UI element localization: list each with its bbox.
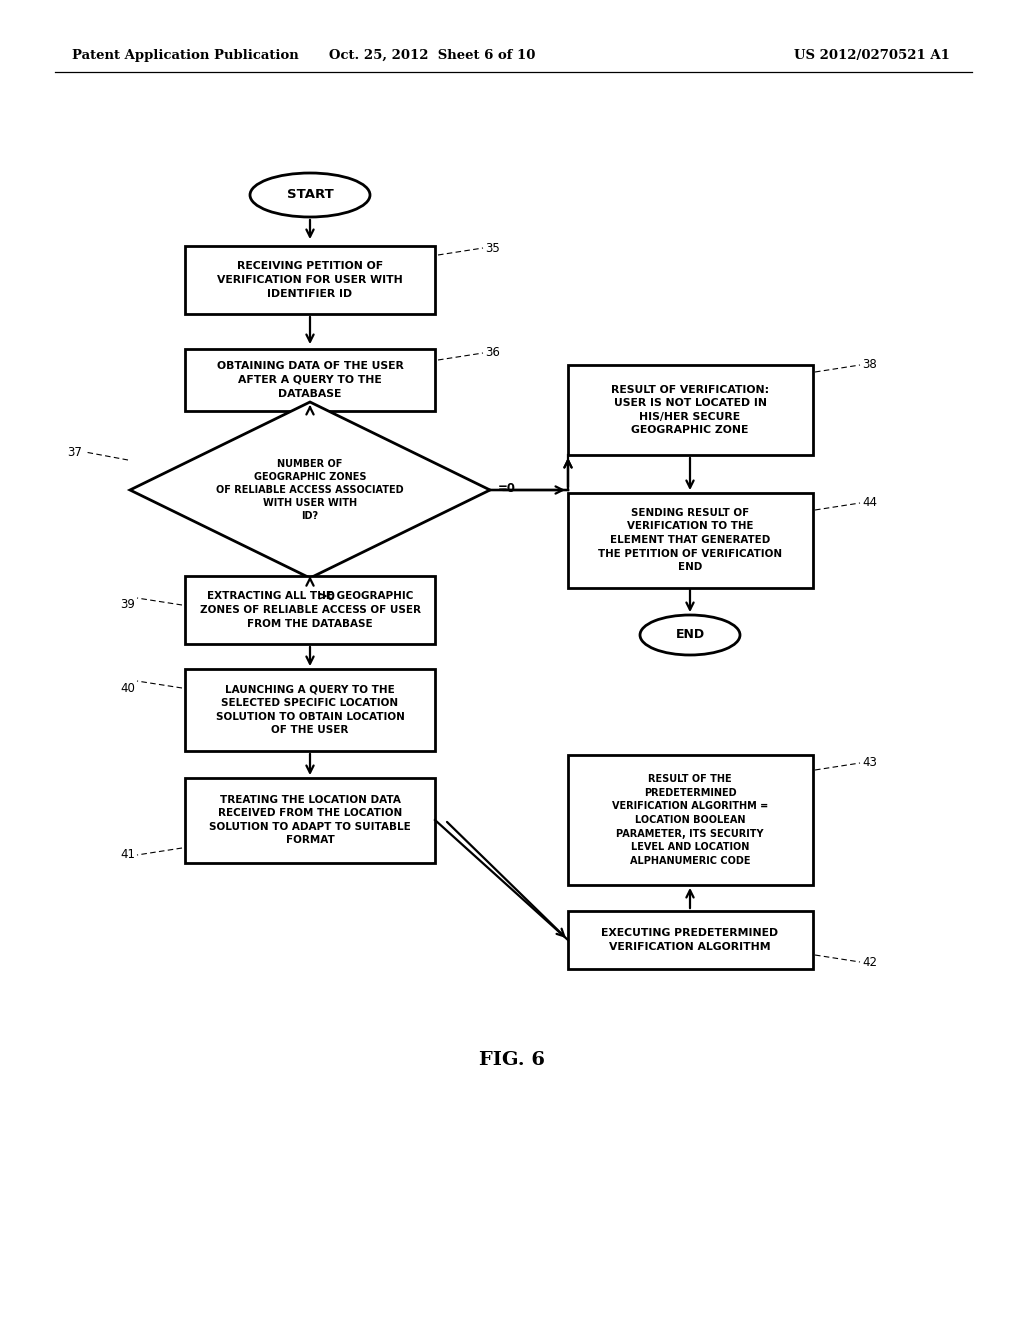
Text: 39: 39 <box>120 598 135 611</box>
Text: 37: 37 <box>68 446 82 458</box>
Text: START: START <box>287 189 334 202</box>
Text: RESULT OF THE
PREDETERMINED
VERIFICATION ALGORITHM =
LOCATION BOOLEAN
PARAMETER,: RESULT OF THE PREDETERMINED VERIFICATION… <box>612 775 768 866</box>
Text: 35: 35 <box>485 242 500 255</box>
Text: NUMBER OF
GEOGRAPHIC ZONES
OF RELIABLE ACCESS ASSOCIATED
WITH USER WITH
ID?: NUMBER OF GEOGRAPHIC ZONES OF RELIABLE A… <box>216 458 403 521</box>
Text: OBTAINING DATA OF THE USER
AFTER A QUERY TO THE
DATABASE: OBTAINING DATA OF THE USER AFTER A QUERY… <box>216 362 403 399</box>
Text: 36: 36 <box>485 346 500 359</box>
Ellipse shape <box>250 173 370 216</box>
FancyBboxPatch shape <box>185 576 435 644</box>
Text: Patent Application Publication: Patent Application Publication <box>72 49 299 62</box>
Text: TREATING THE LOCATION DATA
RECEIVED FROM THE LOCATION
SOLUTION TO ADAPT TO SUITA: TREATING THE LOCATION DATA RECEIVED FROM… <box>209 795 411 845</box>
Text: END: END <box>676 628 705 642</box>
Text: Oct. 25, 2012  Sheet 6 of 10: Oct. 25, 2012 Sheet 6 of 10 <box>329 49 536 62</box>
FancyBboxPatch shape <box>567 366 812 455</box>
Text: 41: 41 <box>120 849 135 862</box>
FancyBboxPatch shape <box>185 246 435 314</box>
Text: 42: 42 <box>862 956 877 969</box>
FancyBboxPatch shape <box>567 911 812 969</box>
FancyBboxPatch shape <box>185 348 435 411</box>
Text: 43: 43 <box>862 756 877 770</box>
Text: 38: 38 <box>862 359 877 371</box>
Text: EXECUTING PREDETERMINED
VERIFICATION ALGORITHM: EXECUTING PREDETERMINED VERIFICATION ALG… <box>601 928 778 952</box>
Text: >0: >0 <box>318 590 336 602</box>
Text: RECEIVING PETITION OF
VERIFICATION FOR USER WITH
IDENTIFIER ID: RECEIVING PETITION OF VERIFICATION FOR U… <box>217 261 402 298</box>
Ellipse shape <box>640 615 740 655</box>
Text: RESULT OF VERIFICATION:
USER IS NOT LOCATED IN
HIS/HER SECURE
GEOGRAPHIC ZONE: RESULT OF VERIFICATION: USER IS NOT LOCA… <box>611 384 769 436</box>
FancyBboxPatch shape <box>567 492 812 587</box>
Text: SENDING RESULT OF
VERIFICATION TO THE
ELEMENT THAT GENERATED
THE PETITION OF VER: SENDING RESULT OF VERIFICATION TO THE EL… <box>598 508 782 572</box>
Text: =0: =0 <box>498 482 516 495</box>
Polygon shape <box>130 403 490 578</box>
FancyBboxPatch shape <box>185 669 435 751</box>
Text: EXTRACTING ALL THE GEOGRAPHIC
ZONES OF RELIABLE ACCESS OF USER
FROM THE DATABASE: EXTRACTING ALL THE GEOGRAPHIC ZONES OF R… <box>200 591 421 628</box>
Text: 44: 44 <box>862 496 877 510</box>
FancyBboxPatch shape <box>185 777 435 862</box>
FancyBboxPatch shape <box>567 755 812 884</box>
Text: FIG. 6: FIG. 6 <box>479 1051 545 1069</box>
Text: LAUNCHING A QUERY TO THE
SELECTED SPECIFIC LOCATION
SOLUTION TO OBTAIN LOCATION
: LAUNCHING A QUERY TO THE SELECTED SPECIF… <box>216 685 404 735</box>
Text: US 2012/0270521 A1: US 2012/0270521 A1 <box>794 49 950 62</box>
Text: 40: 40 <box>120 681 135 694</box>
